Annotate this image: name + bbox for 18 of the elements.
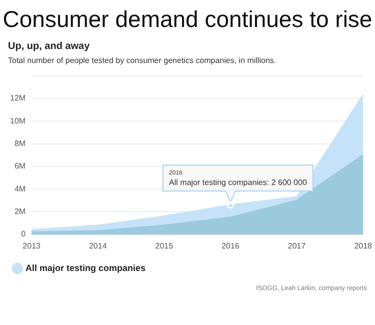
annotation: All major testing companies: 2 600 000 [169,178,308,188]
chart-subtitle: Up, up, and away [8,41,91,52]
x-tick-label: 2013 [22,241,42,250]
text: Total number of people tested by consumer genetics companies, in millions. [8,56,278,65]
y-tick-label: 0 [21,230,26,239]
y-tick-label: 8M [14,138,26,148]
chart-title: Consumer demand continues to rise [2,5,374,33]
legend-label: All major testing companies [26,262,146,273]
x-tick-label: 2014 [88,241,108,250]
x-tick-label: 2015 [155,241,174,250]
y-tick-label: 6M [14,162,26,171]
x-tick-label: 2018 [354,241,373,250]
x-tick-label: 2017 [288,241,306,250]
y-tick-label: 12M [10,94,26,103]
y-tick-label: 2M [14,206,26,216]
x-tick-label: 2016 [222,241,240,250]
y-tick-label: 4M [14,184,26,194]
y-tick-label: 10M [10,116,26,126]
